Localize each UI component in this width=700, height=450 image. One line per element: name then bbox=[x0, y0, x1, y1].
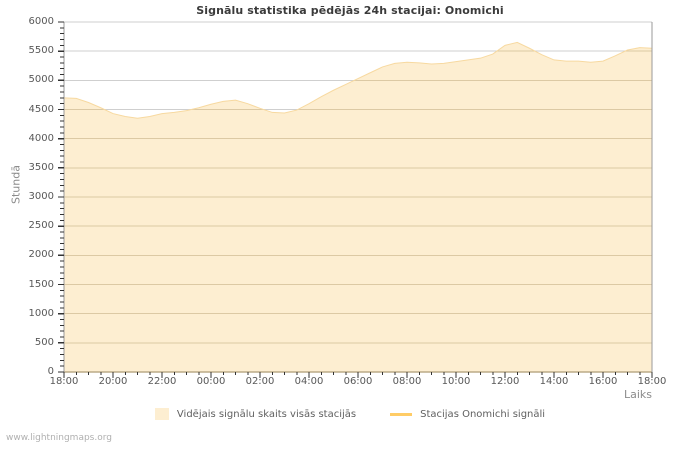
y-tick-label: 0 bbox=[47, 366, 54, 377]
x-tick-label: 08:00 bbox=[392, 376, 422, 387]
x-tick-label: 22:00 bbox=[147, 376, 177, 387]
x-tick-label: 18:00 bbox=[637, 376, 667, 387]
x-tick-label: 18:00 bbox=[49, 376, 79, 387]
y-axis-title: Stundā bbox=[9, 165, 23, 204]
y-tick-label: 500 bbox=[34, 336, 54, 348]
x-tick-label: 12:00 bbox=[490, 376, 520, 387]
chart-legend: Vidējais signālu skaits visās stacijās S… bbox=[0, 408, 700, 420]
legend-label-average: Vidējais signālu skaits visās stacijās bbox=[176, 408, 357, 420]
x-tick-label: 00:00 bbox=[196, 376, 226, 387]
y-tick-label: 6000 bbox=[28, 16, 54, 27]
chart-title: Signālu statistika pēdējās 24h stacijai:… bbox=[196, 4, 504, 17]
y-tick-label: 2500 bbox=[28, 220, 54, 232]
y-tick-label: 2000 bbox=[28, 249, 54, 261]
y-tick-label: 3000 bbox=[28, 191, 54, 202]
x-tick-label: 20:00 bbox=[98, 376, 128, 387]
legend-item-station[interactable]: Stacijas Onomichi signāli bbox=[390, 409, 545, 420]
legend-label-station: Stacijas Onomichi signāli bbox=[420, 408, 546, 420]
x-tick-label: 06:00 bbox=[343, 376, 373, 387]
y-tick-label: 1000 bbox=[28, 307, 54, 319]
y-tick-label: 5500 bbox=[28, 45, 54, 57]
y-tick-label: 1500 bbox=[28, 278, 54, 290]
area-swatch-icon bbox=[154, 408, 169, 420]
y-tick-label: 3500 bbox=[28, 161, 54, 173]
x-tick-label: 04:00 bbox=[294, 376, 324, 387]
y-tick-label: 5000 bbox=[28, 74, 54, 86]
x-tick-label: 14:00 bbox=[539, 376, 569, 387]
line-swatch-icon bbox=[390, 412, 413, 416]
legend-item-average[interactable]: Vidējais signālu skaits visās stacijās bbox=[154, 408, 357, 420]
x-axis-title: Laiks bbox=[623, 388, 652, 401]
x-tick-label: 02:00 bbox=[245, 376, 275, 387]
y-tick-label: 4500 bbox=[28, 103, 54, 115]
y-tick-label: 4000 bbox=[28, 132, 54, 144]
x-tick-label: 10:00 bbox=[441, 376, 471, 387]
watermark: www.lightningmaps.org bbox=[6, 433, 112, 443]
x-tick-label: 16:00 bbox=[588, 376, 618, 387]
